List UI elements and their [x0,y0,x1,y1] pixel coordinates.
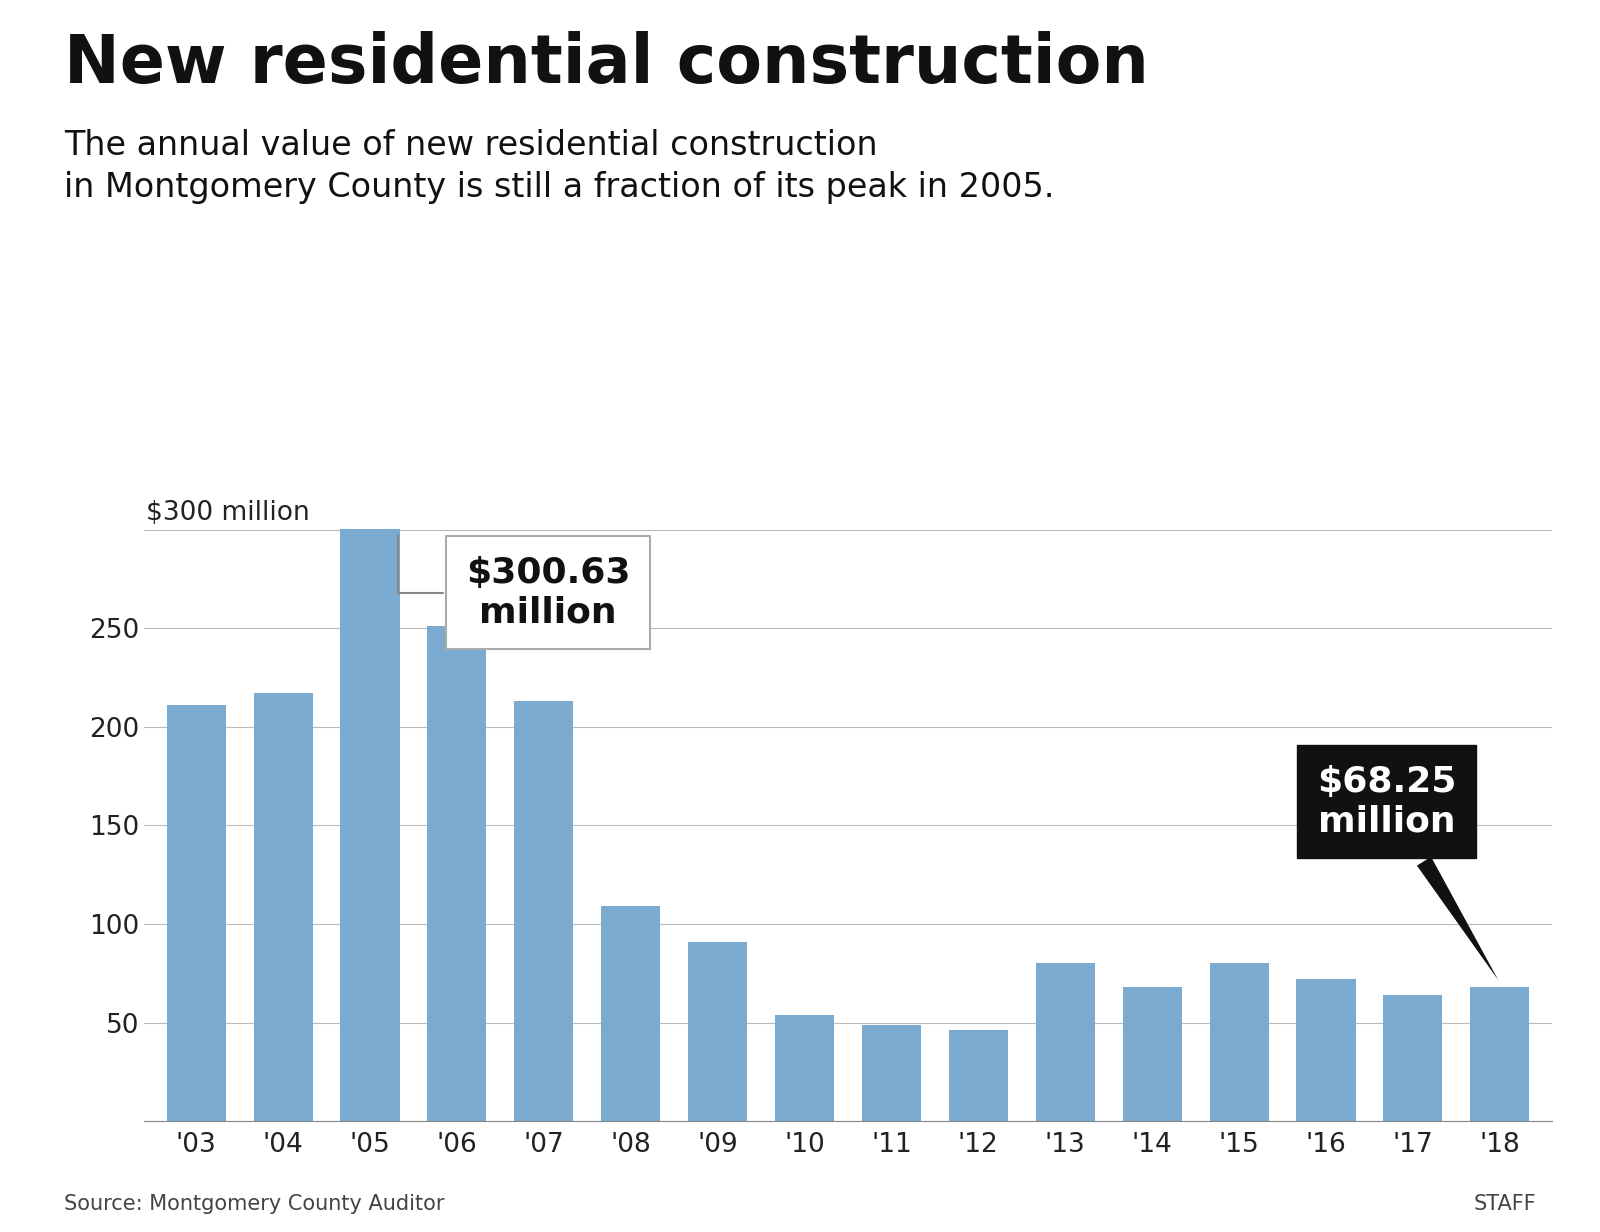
Text: STAFF: STAFF [1474,1194,1536,1214]
Bar [341,529,400,1121]
Bar [1035,963,1094,1121]
Bar [688,941,747,1121]
Text: $300.63
million: $300.63 million [398,535,630,630]
Bar [514,701,573,1121]
Bar [1123,987,1182,1121]
Bar [166,705,226,1121]
Bar [602,907,661,1121]
Bar [862,1025,922,1121]
Text: Source: Montgomery County Auditor: Source: Montgomery County Auditor [64,1194,445,1214]
Bar [1384,995,1443,1121]
Text: New residential construction: New residential construction [64,31,1149,97]
Bar [949,1030,1008,1121]
Text: $300 million: $300 million [146,500,309,526]
Bar [1296,979,1355,1121]
Text: $68.25
million: $68.25 million [1317,765,1498,981]
Text: The annual value of new residential construction
in Montgomery County is still a: The annual value of new residential cons… [64,129,1054,205]
Bar [427,626,486,1121]
Bar [253,694,312,1121]
Bar [1470,987,1530,1121]
Bar [1210,963,1269,1121]
Bar [774,1015,834,1121]
